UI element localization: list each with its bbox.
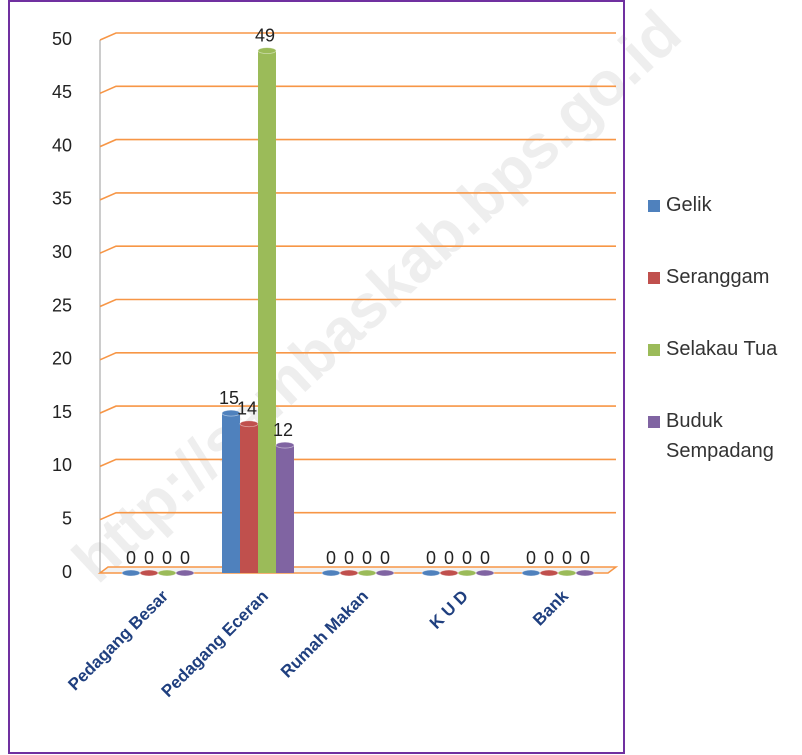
bar-cap [457, 569, 477, 577]
data-label: 0 [580, 548, 590, 568]
bar [276, 445, 294, 573]
bar [240, 423, 258, 573]
grid-line [99, 85, 616, 95]
y-tick-label: 10 [52, 455, 72, 475]
y-tick-label: 40 [52, 135, 72, 155]
bar-cap [575, 569, 595, 577]
data-label: 0 [562, 548, 572, 568]
data-label: 0 [480, 548, 490, 568]
legend-label: Seranggam [666, 266, 770, 288]
data-label: 0 [144, 548, 154, 568]
y-tick-label: 15 [52, 402, 72, 422]
y-tick-label: 25 [52, 295, 72, 315]
x-tick-label: Rumah Makan [277, 587, 372, 682]
data-label: 0 [544, 548, 554, 568]
bar-cap [539, 569, 559, 577]
data-label: 0 [444, 548, 454, 568]
bar-cap [439, 569, 459, 577]
y-tick-label: 20 [52, 349, 72, 369]
bar-cap [157, 569, 177, 577]
grid-line [99, 458, 616, 468]
x-tick-label: Bank [529, 586, 572, 629]
data-label: 0 [426, 548, 436, 568]
bar-cap [421, 569, 441, 577]
legend-swatch [648, 344, 660, 356]
legend-swatch [648, 200, 660, 212]
data-label: 0 [344, 548, 354, 568]
bar-cap [175, 569, 195, 577]
grid-line [99, 351, 616, 361]
legend-item: Buduk Sempadang [648, 406, 802, 478]
bar-cap [221, 409, 241, 417]
data-label: 14 [237, 399, 257, 419]
bar-cap [275, 441, 295, 449]
y-tick-label: 5 [62, 508, 72, 528]
bar-cap [557, 569, 577, 577]
bar-cap [121, 569, 141, 577]
bar [258, 50, 276, 574]
data-label: 0 [462, 548, 472, 568]
watermark: http://sambaskab.bps.go.id [60, 0, 694, 596]
bar-cap [321, 569, 341, 577]
y-tick-label: 50 [52, 29, 72, 49]
bar-cap [139, 569, 159, 577]
data-label: 0 [326, 548, 336, 568]
legend-item: Seranggam [648, 262, 802, 334]
grid-line [99, 298, 616, 308]
y-tick-label: 0 [62, 562, 72, 582]
bar-cap [521, 569, 541, 577]
legend: Gelik Seranggam Selakau Tua Buduk Sempadang [648, 190, 802, 478]
data-label: 0 [162, 548, 172, 568]
bar-cap [257, 47, 277, 55]
y-tick-label: 45 [52, 82, 72, 102]
chart-frame [8, 0, 625, 754]
legend-item: Selakau Tua [648, 334, 802, 406]
grid-line [99, 192, 616, 201]
y-tick-label: 30 [52, 242, 72, 262]
bar-cap [357, 569, 377, 577]
data-label: 15 [219, 388, 239, 408]
grid-line [99, 138, 616, 148]
data-label: 12 [273, 420, 293, 440]
data-label: 0 [526, 548, 536, 568]
grid-line [99, 32, 616, 41]
data-label: 0 [180, 548, 190, 568]
data-label: 49 [255, 25, 275, 45]
grid-line [99, 405, 616, 414]
data-label: 0 [362, 548, 372, 568]
legend-swatch [648, 416, 660, 428]
bar [222, 413, 240, 573]
legend-item: Gelik [648, 190, 802, 262]
x-tick-label: Pedagang Eceran [158, 587, 272, 701]
x-tick-label: K U D [426, 587, 472, 633]
x-tick-label: Pedagang Besar [64, 586, 172, 694]
y-tick-label: 35 [52, 189, 72, 209]
data-label: 0 [126, 548, 136, 568]
bar-cap [375, 569, 395, 577]
grid-line [99, 245, 616, 254]
legend-swatch [648, 272, 660, 284]
legend-label: Gelik [666, 194, 712, 216]
bar-cap [475, 569, 495, 577]
bar-cap [339, 569, 359, 577]
data-label: 0 [380, 548, 390, 568]
bar-cap [239, 420, 259, 428]
legend-label: Buduk Sempadang [666, 410, 774, 462]
legend-label: Selakau Tua [666, 338, 778, 360]
grid-line [99, 511, 616, 521]
